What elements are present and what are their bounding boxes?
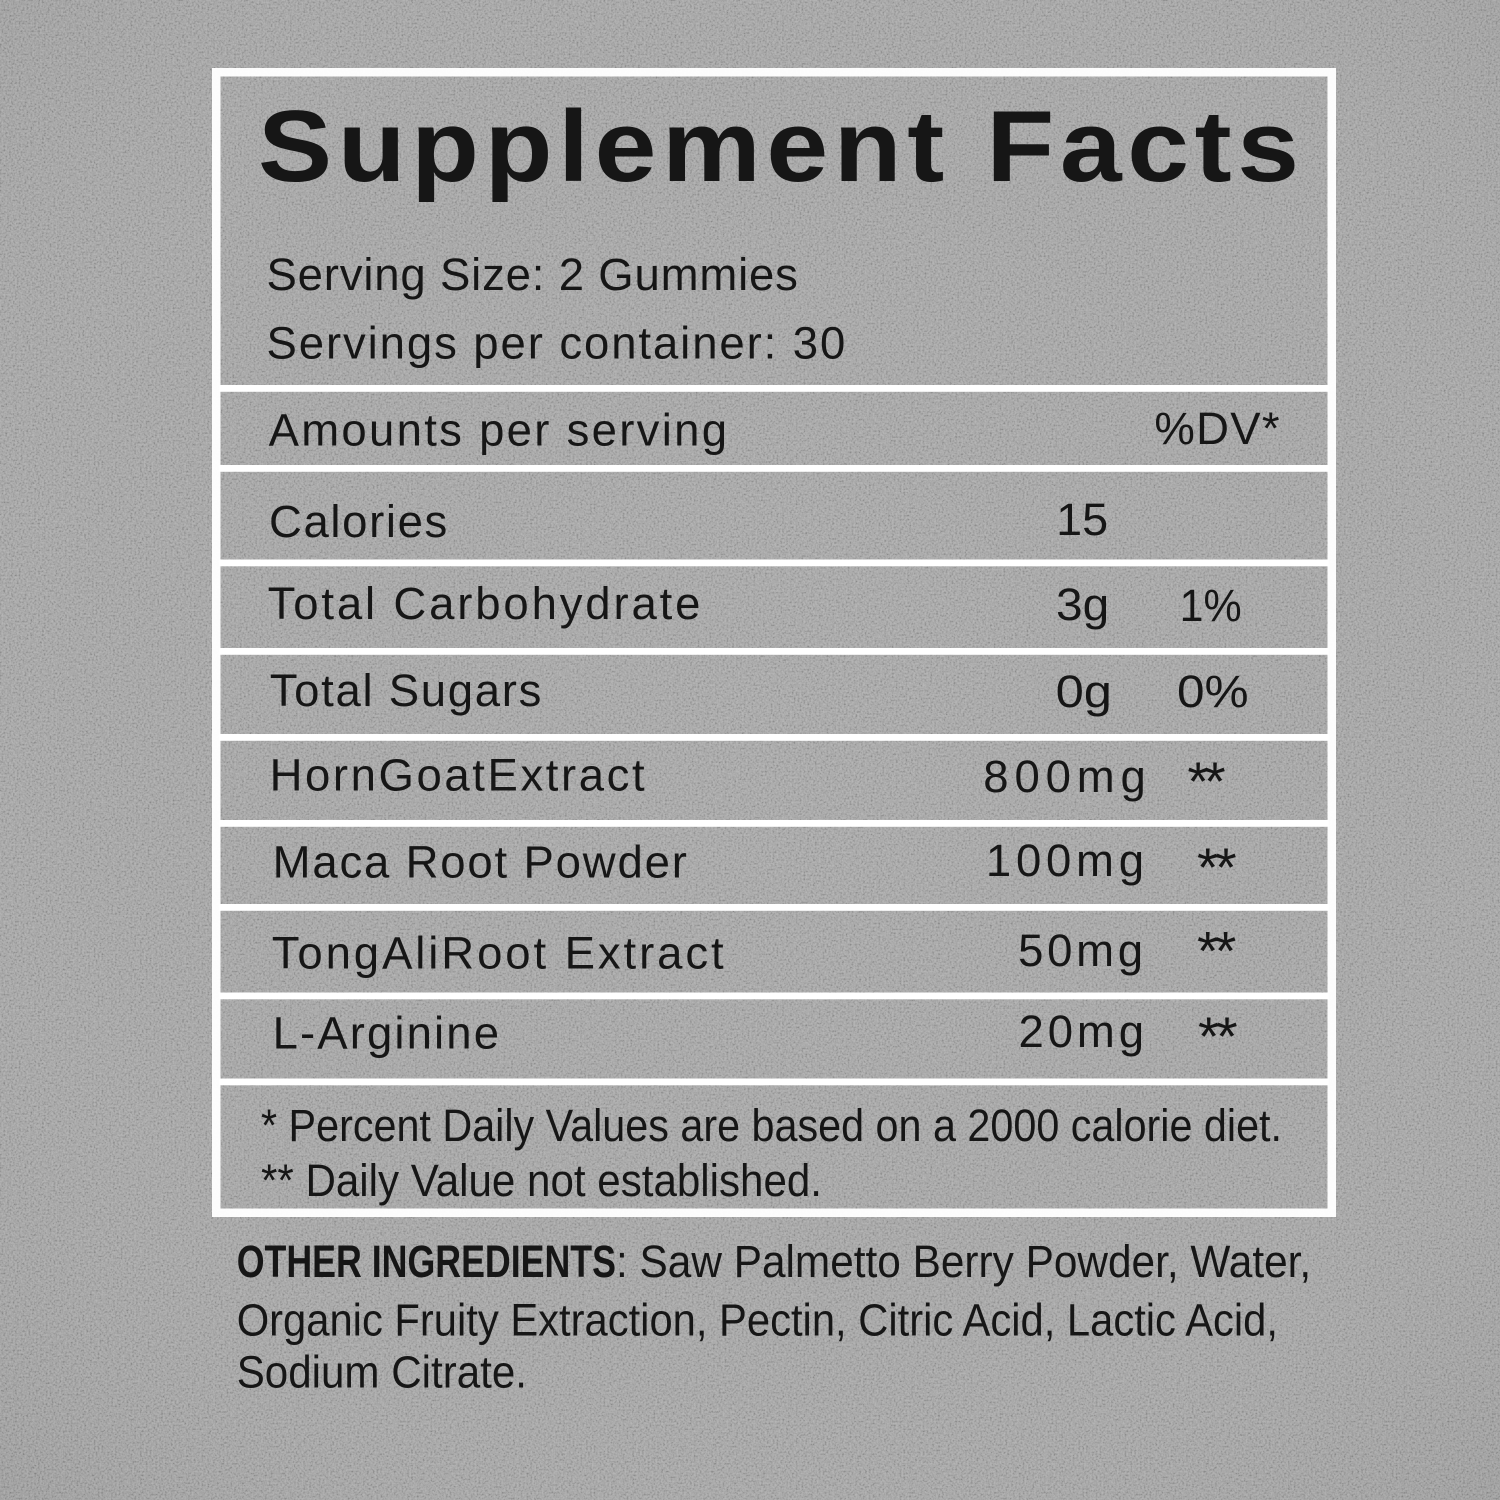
svg-text:15: 15 (1056, 494, 1108, 545)
svg-text:Supplement Facts: Supplement Facts (258, 91, 1299, 203)
svg-text:Organic Fruity Extraction, Pec: Organic Fruity Extraction, Pectin, Citri… (237, 1294, 1278, 1345)
svg-text:Amounts per serving: Amounts per serving (269, 404, 727, 455)
svg-text:**: ** (1197, 836, 1237, 898)
svg-text:0g: 0g (1056, 666, 1112, 717)
svg-text:OTHER INGREDIENTS: OTHER INGREDIENTS (237, 1236, 616, 1287)
svg-text:** Daily Value not established: ** Daily Value not established. (261, 1155, 822, 1206)
svg-text:TongAliRoot Extract: TongAliRoot Extract (272, 927, 724, 978)
svg-text:Serving Size: 2 Gummies: Serving Size: 2 Gummies (267, 249, 798, 300)
svg-text:* Percent Daily Values are bas: * Percent Daily Values are based on a 20… (261, 1100, 1282, 1151)
svg-text:**: ** (1187, 750, 1225, 812)
svg-text:%DV*: %DV* (1154, 403, 1279, 454)
svg-text:Sodium Citrate.: Sodium Citrate. (237, 1346, 527, 1397)
svg-text:: Saw Palmetto Berry Powder, W: : Saw Palmetto Berry Powder, Water, (616, 1236, 1311, 1287)
svg-text:800mg: 800mg (983, 751, 1146, 802)
svg-text:**: ** (1198, 1005, 1238, 1067)
svg-text:Maca Root Powder: Maca Root Powder (273, 836, 687, 887)
svg-text:3g: 3g (1056, 579, 1109, 630)
svg-text:Calories: Calories (269, 496, 447, 547)
svg-text:L-Arginine: L-Arginine (273, 1008, 499, 1059)
svg-text:20mg: 20mg (1019, 1006, 1145, 1057)
svg-text:Total Sugars: Total Sugars (270, 665, 542, 716)
svg-text:**: ** (1197, 919, 1236, 981)
svg-text:Servings per container: 30: Servings per container: 30 (267, 318, 846, 369)
svg-text:1%: 1% (1180, 580, 1242, 631)
svg-text:Total Carbohydrate: Total Carbohydrate (268, 578, 701, 629)
svg-text:50mg: 50mg (1018, 925, 1143, 976)
svg-text:HornGoatExtract: HornGoatExtract (270, 750, 645, 801)
svg-text:100mg: 100mg (986, 835, 1144, 886)
svg-text:0%: 0% (1177, 666, 1249, 717)
